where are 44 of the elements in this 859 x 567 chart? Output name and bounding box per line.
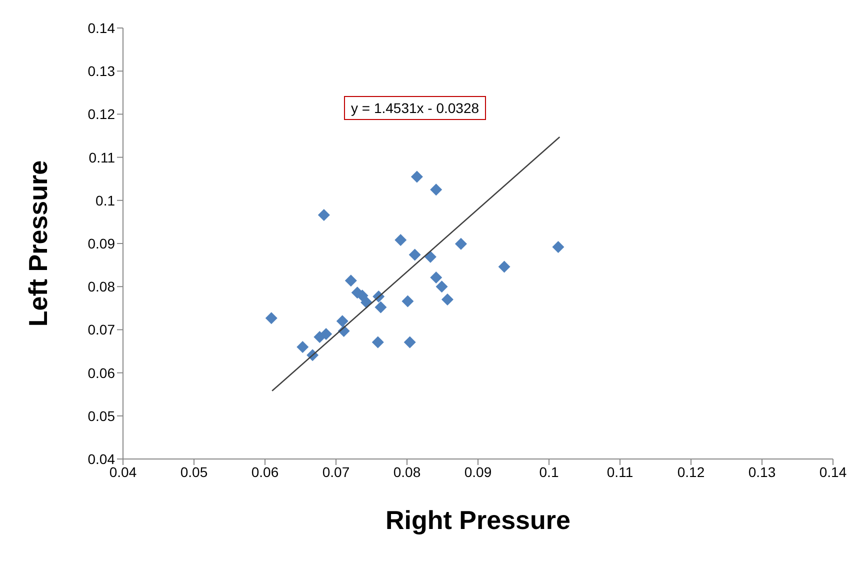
y-tick-label: 0.08 — [88, 278, 116, 295]
y-tick-label: 0.11 — [88, 149, 116, 166]
point — [394, 234, 407, 246]
x-tick-label: 0.12 — [677, 464, 705, 480]
y-axis-title: Left Pressure — [23, 160, 54, 327]
y-tick-label: 0.13 — [88, 63, 116, 80]
point — [372, 336, 384, 348]
y-tick-label: 0.06 — [88, 364, 116, 381]
point — [336, 315, 348, 328]
point — [552, 240, 564, 253]
point — [498, 260, 510, 273]
point — [344, 274, 357, 287]
x-tick-label: 0.08 — [393, 464, 421, 480]
x-axis-title: Right Pressure — [386, 505, 570, 535]
point — [318, 209, 330, 222]
x-tick-label: 0.11 — [606, 464, 634, 480]
x-tick-label: 0.06 — [251, 464, 279, 480]
point — [402, 295, 414, 308]
point — [454, 238, 467, 250]
point — [436, 280, 448, 293]
x-tick-label: 0.13 — [748, 464, 776, 480]
y-tick-label: 0.05 — [88, 408, 116, 424]
point — [441, 294, 454, 306]
equation-box: y = 1.4531x - 0.0328 — [344, 96, 486, 120]
point — [374, 301, 387, 314]
y-tick-label: 0.09 — [88, 235, 116, 252]
point — [430, 272, 442, 284]
point — [424, 250, 436, 263]
x-tick-label: 0.14 — [819, 464, 847, 480]
y-tick-label: 0.14 — [88, 20, 116, 36]
point — [265, 312, 278, 324]
point — [408, 248, 421, 261]
x-tick-label: 0.09 — [464, 464, 492, 480]
point — [296, 340, 309, 353]
x-tick-label: 0.1 — [539, 464, 559, 480]
x-tick-label: 0.05 — [180, 464, 208, 480]
point — [404, 336, 416, 348]
y-tick-label: 0.1 — [96, 192, 116, 208]
point — [430, 184, 442, 196]
x-tick-label: 0.07 — [322, 464, 350, 480]
point — [410, 170, 423, 183]
y-tick-label: 0.07 — [88, 322, 116, 338]
point — [320, 328, 332, 340]
y-tick-label: 0.12 — [88, 106, 116, 122]
